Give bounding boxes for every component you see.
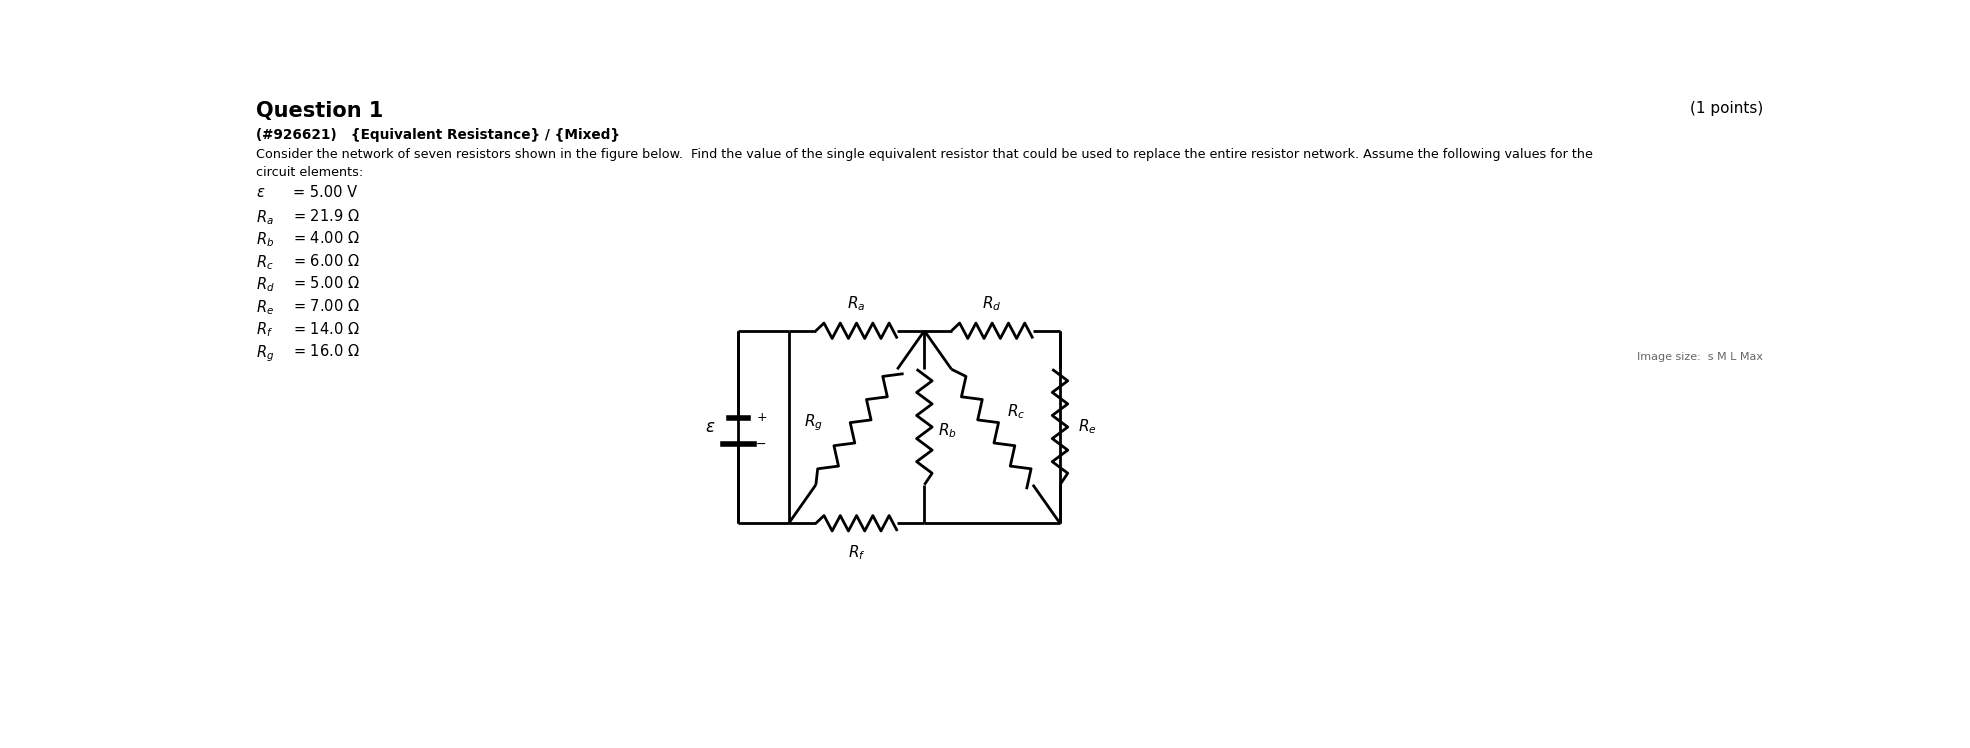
Text: = 16.0 $\Omega$: = 16.0 $\Omega$ <box>294 343 359 359</box>
Text: $R_d$: $R_d$ <box>983 295 1003 313</box>
Text: = 4.00 $\Omega$: = 4.00 $\Omega$ <box>294 230 359 246</box>
Text: = 6.00 $\Omega$: = 6.00 $\Omega$ <box>294 253 359 269</box>
Text: $\varepsilon$: $\varepsilon$ <box>256 186 266 200</box>
Text: $R_g$: $R_g$ <box>804 413 823 434</box>
Text: +: + <box>756 411 766 424</box>
Text: = 5.00 $\Omega$: = 5.00 $\Omega$ <box>294 275 359 292</box>
Text: $R_f$: $R_f$ <box>256 321 274 340</box>
Text: = 14.0 $\Omega$: = 14.0 $\Omega$ <box>294 321 359 337</box>
Text: −: − <box>756 438 766 450</box>
Text: $R_f$: $R_f$ <box>847 543 865 562</box>
Text: circuit elements:: circuit elements: <box>256 166 364 179</box>
Text: (1 points): (1 points) <box>1690 101 1763 116</box>
Text: $R_c$: $R_c$ <box>256 253 274 272</box>
Text: Consider the network of seven resistors shown in the figure below.  Find the val: Consider the network of seven resistors … <box>256 147 1594 161</box>
Text: $R_d$: $R_d$ <box>256 275 276 294</box>
Text: $R_g$: $R_g$ <box>256 343 274 364</box>
Text: = 21.9 $\Omega$: = 21.9 $\Omega$ <box>294 208 359 224</box>
Text: $R_a$: $R_a$ <box>256 208 274 227</box>
Text: $R_a$: $R_a$ <box>847 295 865 313</box>
Text: = 7.00 $\Omega$: = 7.00 $\Omega$ <box>294 298 359 314</box>
Text: = 5.00 V: = 5.00 V <box>294 186 357 200</box>
Text: $R_b$: $R_b$ <box>256 230 274 249</box>
Text: $R_e$: $R_e$ <box>256 298 274 316</box>
Text: $\varepsilon$: $\varepsilon$ <box>705 418 715 436</box>
Text: $R_b$: $R_b$ <box>938 422 957 441</box>
Text: $R_e$: $R_e$ <box>1078 417 1097 436</box>
Text: (#926621)   {Equivalent Resistance} / {Mixed}: (#926621) {Equivalent Resistance} / {Mix… <box>256 128 621 142</box>
Text: Question 1: Question 1 <box>256 101 384 121</box>
Text: Image size:  s M L Max: Image size: s M L Max <box>1637 352 1763 361</box>
Text: $R_c$: $R_c$ <box>1007 402 1024 421</box>
